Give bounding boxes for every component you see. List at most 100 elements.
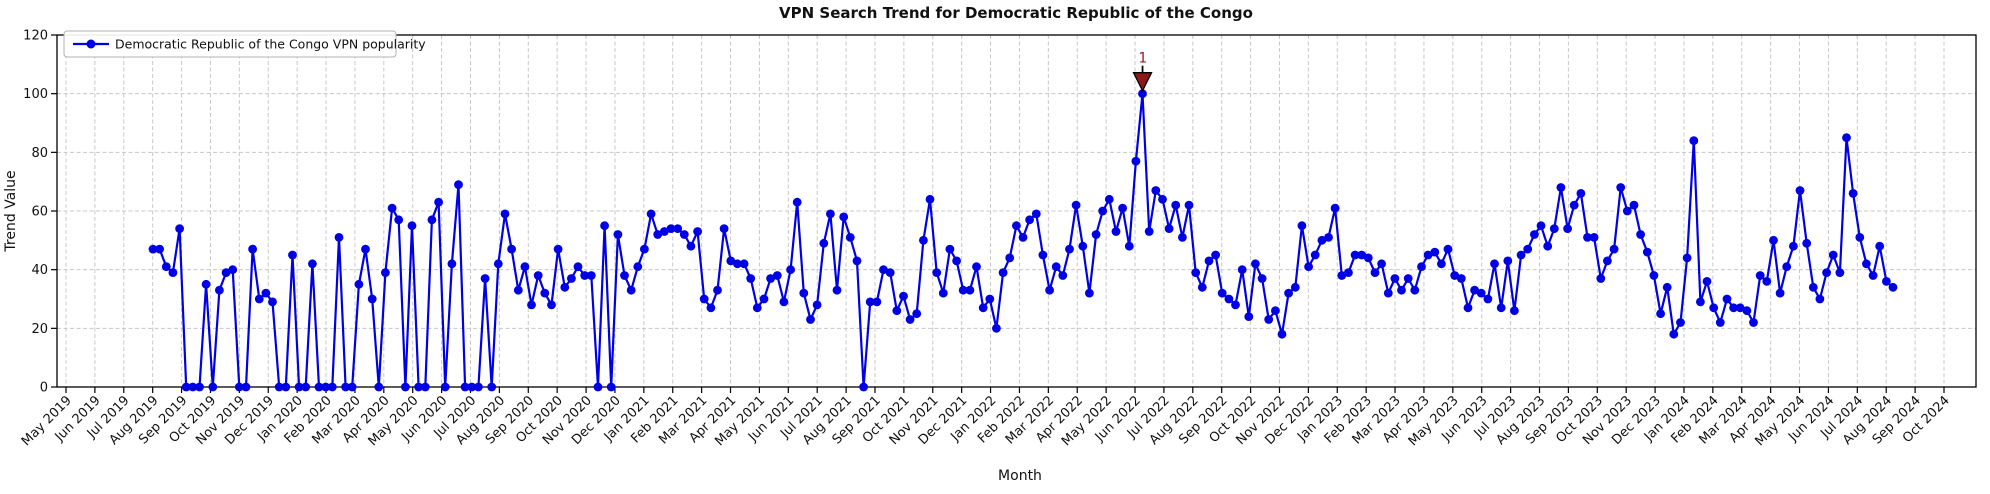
- data-point-marker: [826, 209, 835, 219]
- data-point-marker: [1191, 268, 1201, 277]
- data-point-marker: [1583, 233, 1592, 242]
- data-point-marker: [1530, 230, 1539, 239]
- data-point-marker: [859, 382, 868, 392]
- data-point-marker: [706, 303, 716, 313]
- data-point-marker: [467, 382, 477, 392]
- data-point-marker: [354, 279, 364, 289]
- data-point-marker: [673, 224, 683, 234]
- data-point-marker: [1789, 241, 1798, 251]
- data-point-marker: [1510, 306, 1519, 316]
- data-point-marker: [1456, 274, 1466, 283]
- data-point-marker: [1769, 235, 1778, 245]
- data-point-marker: [1496, 303, 1506, 313]
- data-point-marker: [241, 382, 251, 392]
- data-point-marker: [699, 294, 709, 304]
- data-point-marker: [626, 285, 636, 295]
- data-point-marker: [1669, 329, 1679, 339]
- data-point-marker: [646, 209, 656, 219]
- data-point-marker: [1390, 274, 1400, 283]
- y-axis-label: Trend Value: [3, 170, 19, 252]
- data-point-marker: [1012, 221, 1021, 231]
- data-point-marker: [1058, 271, 1068, 280]
- data-point-marker: [1410, 285, 1420, 295]
- data-point-marker: [1038, 250, 1048, 260]
- data-point-marker: [938, 288, 948, 298]
- data-point-marker: [394, 215, 404, 225]
- data-point-marker: [281, 382, 291, 392]
- data-point-marker: [1104, 194, 1114, 204]
- data-point-marker: [434, 197, 443, 207]
- data-point-marker: [361, 244, 370, 254]
- legend-label: Democratic Republic of the Congo VPN pop…: [115, 37, 426, 52]
- data-point-marker: [507, 244, 516, 254]
- data-point-marker: [1443, 244, 1453, 254]
- chart-title: VPN Search Trend for Democratic Republic…: [779, 4, 1253, 22]
- data-point-marker: [1696, 297, 1705, 307]
- legend-box: [63, 30, 397, 58]
- data-point-marker: [1211, 250, 1220, 260]
- data-point-marker: [1251, 259, 1260, 269]
- data-point-marker: [1111, 227, 1121, 236]
- data-point-marker: [1264, 315, 1274, 324]
- data-point-marker: [1383, 288, 1393, 298]
- data-point-marker: [998, 268, 1008, 277]
- data-point-marker: [1775, 288, 1785, 298]
- data-point-marker: [660, 227, 669, 236]
- data-point-marker: [1715, 318, 1725, 327]
- data-point-marker: [1403, 274, 1413, 283]
- trend-line-series: [148, 89, 1898, 392]
- data-point-marker: [440, 382, 450, 392]
- data-point-marker: [1735, 303, 1745, 313]
- data-point-marker: [713, 285, 722, 295]
- data-point-marker: [1536, 221, 1546, 231]
- data-point-marker: [1476, 288, 1486, 298]
- data-point-marker: [666, 224, 676, 234]
- data-point-marker: [606, 382, 616, 392]
- y-tick-label: 60: [31, 205, 48, 220]
- data-point-marker: [1629, 200, 1639, 210]
- data-point-marker: [1722, 294, 1732, 304]
- data-point-marker: [301, 382, 311, 392]
- data-point-marker: [872, 297, 882, 307]
- data-point-marker: [779, 297, 789, 307]
- data-point-marker: [1217, 288, 1227, 298]
- data-point-marker: [268, 297, 277, 307]
- data-point-marker: [513, 285, 523, 295]
- y-tick-label: 120: [23, 29, 48, 44]
- data-point-marker: [640, 244, 649, 254]
- data-point-marker: [248, 244, 257, 254]
- data-point-marker: [540, 288, 550, 298]
- data-point-marker: [759, 294, 769, 304]
- data-point-marker: [261, 288, 271, 298]
- data-point-marker: [952, 256, 961, 266]
- data-point-marker: [1144, 227, 1154, 236]
- data-point-marker: [155, 244, 165, 254]
- data-point-marker: [746, 274, 756, 283]
- data-point-marker: [1417, 262, 1426, 272]
- data-point-marker: [1709, 303, 1719, 313]
- data-point-marker: [1244, 312, 1254, 321]
- plot-border: [56, 34, 1977, 388]
- data-point-marker: [885, 268, 895, 277]
- data-point-marker: [653, 230, 663, 239]
- data-point-marker: [693, 227, 702, 236]
- data-point-marker: [958, 285, 968, 295]
- data-point-marker: [308, 259, 317, 269]
- annotation-triangle-icon: [1132, 72, 1153, 93]
- data-point-marker: [221, 268, 231, 277]
- y-tick-label: 80: [31, 146, 48, 161]
- data-point-marker: [819, 238, 829, 248]
- data-point-marker: [985, 294, 995, 304]
- data-point-marker: [1815, 294, 1825, 304]
- data-point-marker: [580, 271, 590, 280]
- y-tick-label: 0: [40, 381, 48, 396]
- data-point-marker: [1051, 262, 1061, 272]
- y-tick-label: 20: [31, 322, 48, 337]
- data-point-marker: [321, 382, 331, 392]
- data-point-marker: [1290, 282, 1300, 292]
- data-point-marker: [208, 382, 218, 392]
- data-point-marker: [1576, 189, 1586, 198]
- data-point-marker: [474, 382, 483, 392]
- data-point-marker: [733, 259, 742, 269]
